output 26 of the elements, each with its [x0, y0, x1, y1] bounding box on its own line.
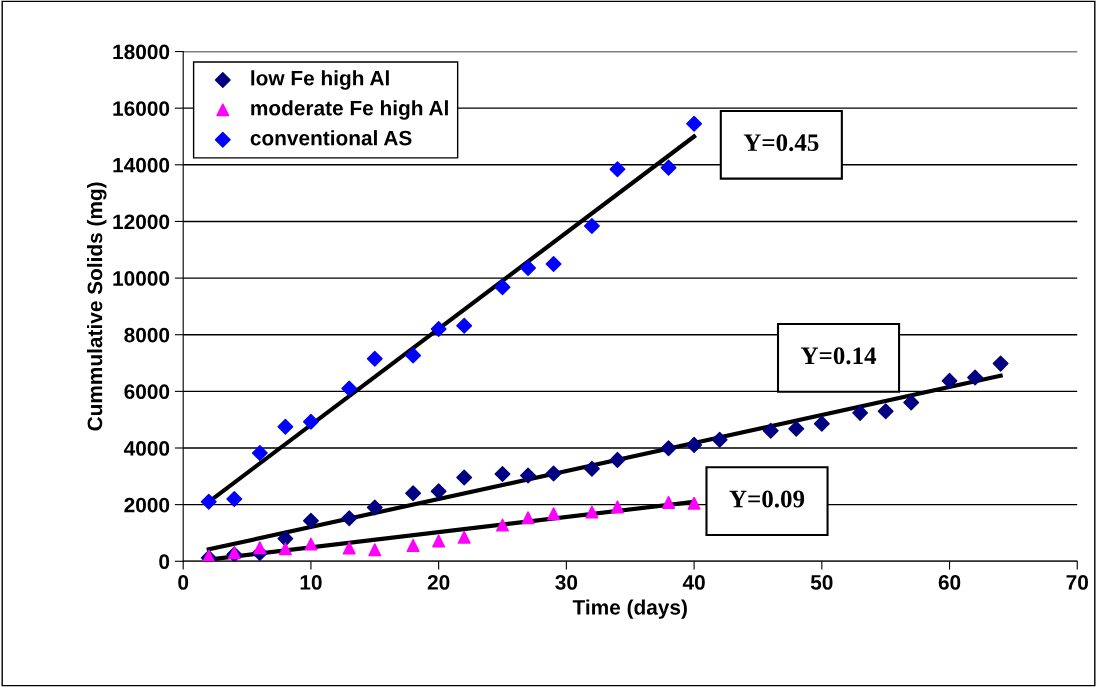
legend-label: moderate Fe high Al [251, 100, 448, 120]
x-tick-label: 30 [555, 575, 578, 590]
x-axis-title: Time (days) [572, 599, 687, 619]
annotation: Y=0.09 [729, 490, 805, 508]
y-tick-label: 14000 [113, 157, 170, 173]
y-axis-title: Cummulative Solids (mg) [87, 182, 107, 431]
y-tick-label: 2000 [124, 497, 170, 513]
y-tick-label: 16000 [113, 101, 170, 116]
x-tick-label: 40 [682, 575, 705, 590]
y-tick-label: 18000 [113, 44, 170, 60]
x-tick-label: 20 [427, 575, 450, 590]
legend-label: conventional AS [250, 130, 412, 146]
y-tick-label: 4000 [123, 441, 170, 456]
x-tick-label: 50 [810, 575, 833, 590]
annotation: Y=0.14 [800, 347, 877, 365]
x-tick-label: 60 [938, 575, 961, 590]
annotation: Y=0.45 [743, 134, 819, 152]
x-tick-label: 10 [300, 575, 322, 590]
y-tick-label: 10000 [113, 271, 170, 286]
y-tick-label: 12000 [113, 214, 170, 230]
x-tick-label: 0 [178, 575, 189, 590]
y-tick-label: 8000 [124, 327, 170, 343]
x-tick-label: 70 [1066, 575, 1088, 590]
y-tick-label: 6000 [124, 384, 170, 400]
legend-label: low Fe high Al [251, 70, 389, 90]
y-tick-label: 0 [159, 554, 170, 570]
